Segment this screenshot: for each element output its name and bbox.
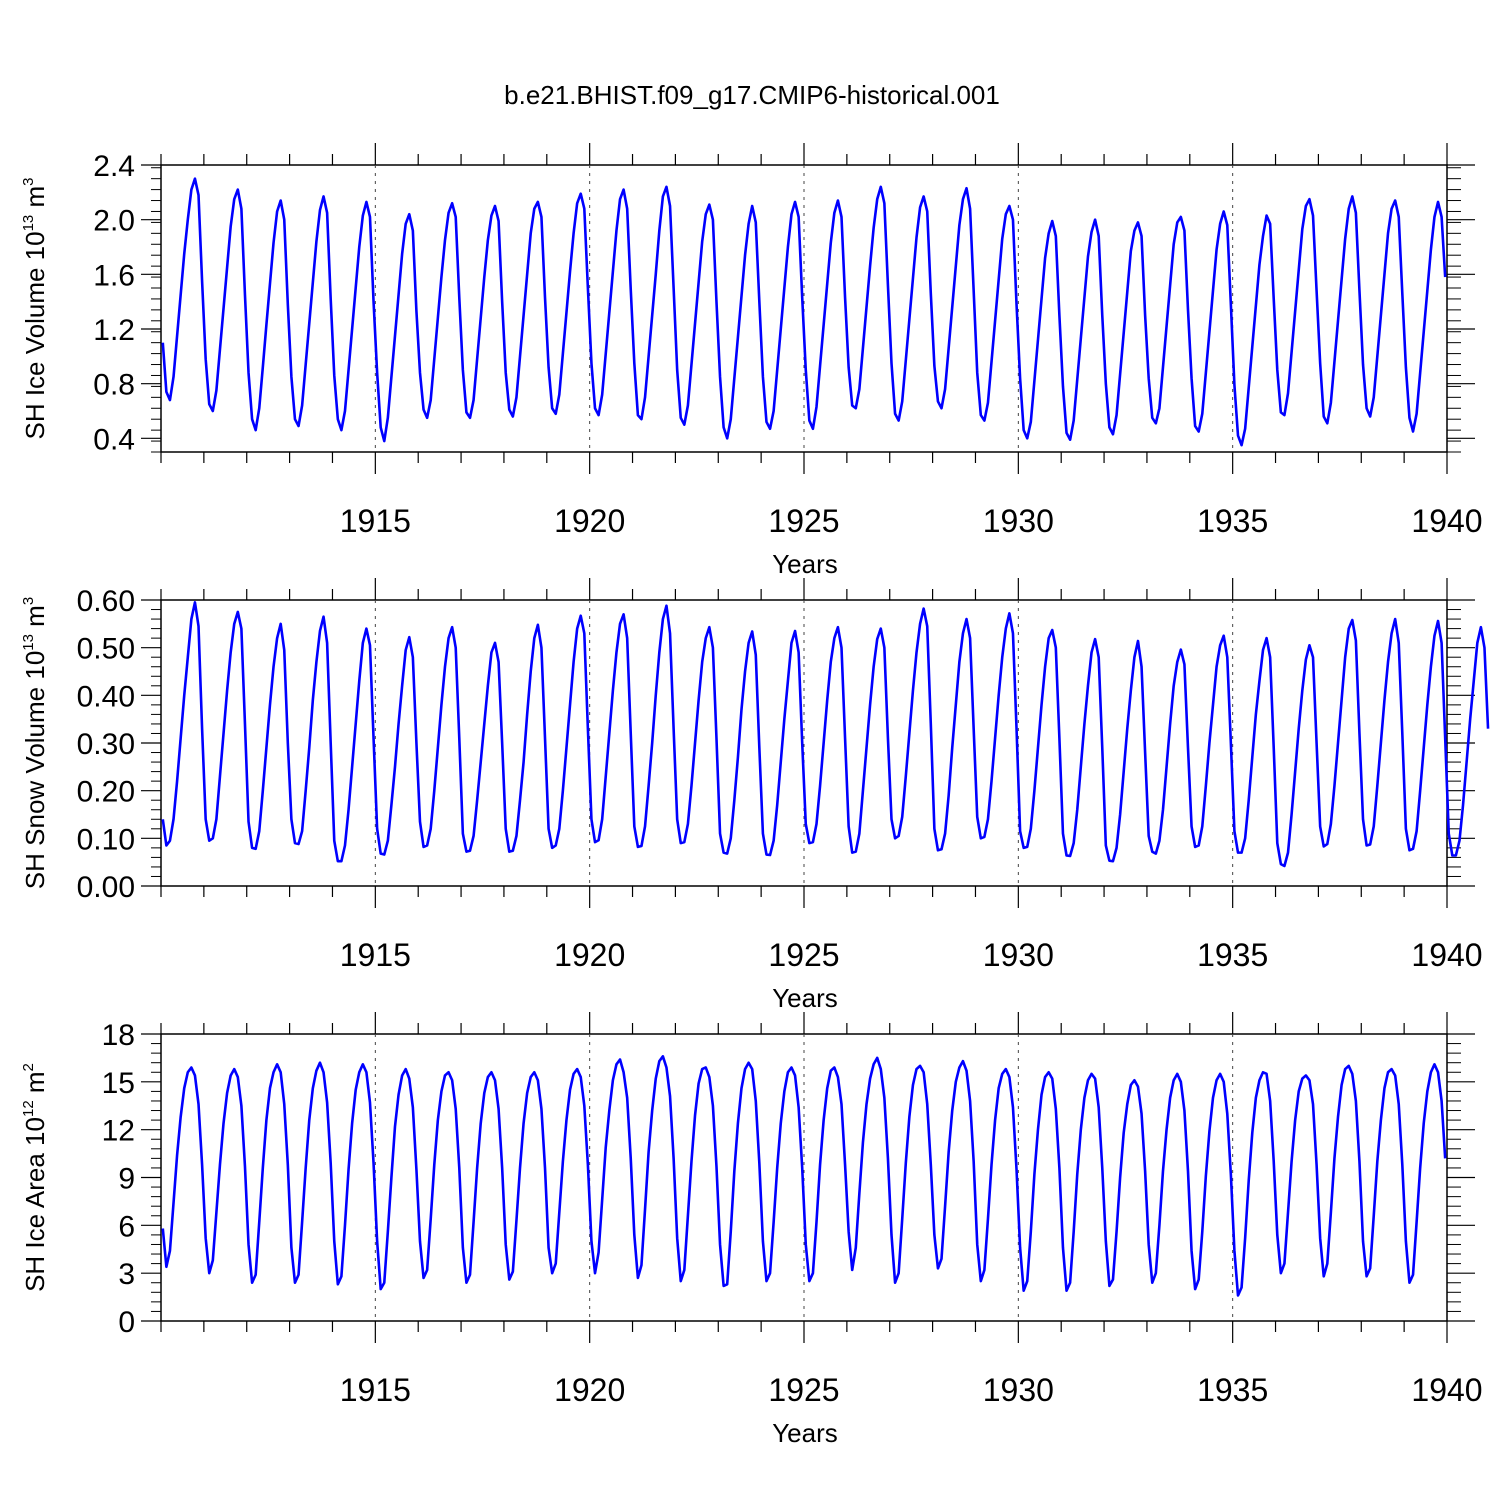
y-axis-label-text: m (20, 1071, 50, 1100)
y-axis-label-text: m (20, 186, 50, 215)
y-axis-label-exponent: 3 (20, 597, 37, 605)
x-tick-label: 1940 (1411, 503, 1482, 539)
x-tick-label: 1935 (1197, 503, 1268, 539)
y-tick-label: 2.4 (93, 150, 135, 183)
y-tick-label: 0.20 (77, 776, 135, 809)
chart-title: b.e21.BHIST.f09_g17.CMIP6-historical.001 (504, 80, 1000, 110)
y-axis-label-text: SH Ice Volume 10 (20, 231, 50, 439)
y-tick-label: 3 (118, 1258, 135, 1291)
y-axis-label-exponent: 13 (20, 634, 37, 651)
x-tick-label: 1940 (1411, 1372, 1482, 1408)
panel-3: 0 3 6 9 12 15 18 1915 1920 1925 1930 1935 1940 Years S… (20, 1012, 1483, 1448)
y-axis-label: SH Ice Volume 1013 m3 (20, 177, 50, 439)
x-tick-label: 1930 (983, 503, 1054, 539)
x-tick-label: 1920 (554, 503, 625, 539)
x-tick-label: 1930 (983, 937, 1054, 973)
y-axis-label: SH Ice Area 1012 m2 (20, 1063, 50, 1292)
x-tick-label: 1935 (1197, 1372, 1268, 1408)
y-tick-label: 15 (102, 1067, 135, 1100)
x-tick-label: 1915 (340, 1372, 411, 1408)
x-tick-label: 1925 (768, 937, 839, 973)
x-axis-label: Years (772, 549, 838, 579)
x-tick-label: 1915 (340, 503, 411, 539)
y-axis-label-exponent: 2 (20, 1063, 37, 1071)
x-tick-label: 1925 (768, 1372, 839, 1408)
series-line (161, 601, 1490, 868)
y-tick-label: 0 (118, 1306, 135, 1339)
x-tick-label: 1940 (1411, 937, 1482, 973)
y-tick-label: 0.50 (77, 633, 135, 666)
y-tick-label: 0.60 (77, 585, 135, 618)
y-tick-label: 2.0 (93, 205, 135, 238)
y-axis-label: SH Snow Volume 1013 m3 (20, 597, 50, 889)
x-tick-label: 1935 (1197, 937, 1268, 973)
y-tick-label: 12 (102, 1115, 135, 1148)
y-tick-label: 0.4 (93, 423, 135, 456)
plot-panels: 0.4 0.8 1.2 1.6 2.0 2.4 1915 1920 1925 1930 1935 19… (20, 143, 1490, 1448)
y-tick-label: 18 (102, 1019, 135, 1052)
y-tick-label: 0.10 (77, 823, 135, 856)
series-line (161, 1055, 1447, 1297)
y-tick-label: 0.40 (77, 680, 135, 713)
y-tick-label: 9 (118, 1163, 135, 1196)
x-tick-label: 1920 (554, 1372, 625, 1408)
y-axis-label-exponent: 12 (20, 1100, 37, 1117)
y-axis-label-text: SH Ice Area 10 (20, 1117, 50, 1292)
y-tick-label: 1.2 (93, 314, 135, 347)
panel-1: 0.4 0.8 1.2 1.6 2.0 2.4 1915 1920 1925 1930 1935 19… (20, 143, 1483, 579)
x-tick-label: 1930 (983, 1372, 1054, 1408)
plot-frame (160, 1033, 1448, 1322)
x-tick-label: 1920 (554, 937, 625, 973)
y-tick-label: 0.30 (77, 728, 135, 761)
y-tick-label: 6 (118, 1210, 135, 1243)
series-line (161, 177, 1447, 447)
y-axis-label-exponent: 3 (20, 177, 37, 185)
y-tick-label: 0.8 (93, 369, 135, 402)
y-axis-label-text: SH Snow Volume 10 (20, 651, 50, 889)
x-axis-label: Years (772, 983, 838, 1013)
panel-2: 0.00 0.10 0.20 0.30 0.40 0.50 0.60 1915 1920 1925… (20, 578, 1490, 1013)
x-tick-label: 1915 (340, 937, 411, 973)
y-axis-label-text: m (20, 605, 50, 634)
y-tick-label: 0.00 (77, 871, 135, 904)
y-tick-label: 1.6 (93, 259, 135, 292)
x-axis-label: Years (772, 1418, 838, 1448)
y-axis-label-exponent: 13 (20, 215, 37, 232)
x-tick-label: 1925 (768, 503, 839, 539)
